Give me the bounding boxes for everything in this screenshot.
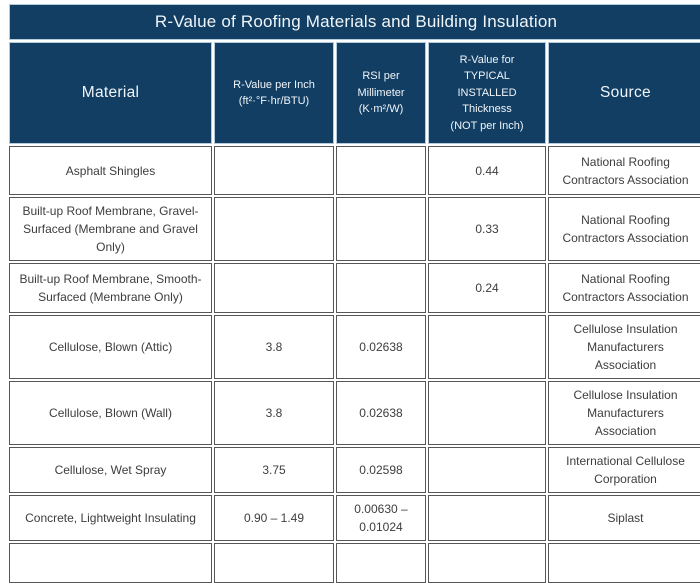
table-row: Cellulose, Wet Spray 3.75 0.02598 Intern…: [9, 447, 700, 493]
table-row: Cellulose, Blown (Attic) 3.8 0.02638 Cel…: [9, 315, 700, 379]
column-header-line: R-Value for: [459, 53, 515, 66]
cell-rsi-per-millimeter: 0.02598: [336, 447, 426, 493]
column-header-material: Material: [9, 42, 212, 144]
table-row: Concrete, Lightweight Insulating 0.90 – …: [9, 495, 700, 541]
column-header-line: INSTALLED: [457, 86, 517, 99]
cell-r-value-per-inch: 3.75: [214, 447, 334, 493]
cell-rsi-per-millimeter: 0.00630 – 0.01024: [336, 495, 426, 541]
cell-r-value-per-inch: [214, 146, 334, 195]
column-header-line: R-Value per Inch: [233, 78, 315, 91]
cell-rsi-per-millimeter: 0.02638: [336, 315, 426, 379]
column-header-rsi-per-millimeter: RSI per Millimeter (K·m²/W): [336, 42, 426, 144]
cell-r-value-per-inch: 3.8: [214, 315, 334, 379]
column-header-line: TYPICAL: [464, 70, 510, 83]
cell-material: Built-up Roof Membrane, Gravel-Surfaced …: [9, 197, 212, 261]
cell-r-value-typical: 0.33: [428, 197, 546, 261]
rvalue-table: R-Value of Roofing Materials and Buildin…: [7, 2, 700, 585]
cell-rsi-per-millimeter: 0.02638: [336, 381, 426, 445]
column-header-source-label: Source: [600, 84, 651, 101]
cell-r-value-typical: [428, 543, 546, 583]
cell-source: [548, 543, 700, 583]
cell-material: Built-up Roof Membrane, Smooth-Surfaced …: [9, 263, 212, 313]
cell-source: Cellulose Insulation Manufacturers Assoc…: [548, 315, 700, 379]
cell-r-value-per-inch: [214, 263, 334, 313]
column-header-line: (K·m²/W): [358, 103, 404, 116]
column-header-row: Material R-Value per Inch (ft²·°F·hr/BTU…: [9, 42, 700, 144]
cell-r-value-per-inch: [214, 543, 334, 583]
cell-rsi-per-millimeter: [336, 197, 426, 261]
table-row-partial: [9, 543, 700, 583]
column-header-line: (ft²·°F·hr/BTU): [238, 95, 310, 107]
cell-source: Cellulose Insulation Manufacturers Assoc…: [548, 381, 700, 445]
cell-material: Concrete, Lightweight Insulating: [9, 495, 212, 541]
column-header-r-value-typical: R-Value for TYPICAL INSTALLED Thickness …: [428, 42, 546, 144]
cell-r-value-per-inch: 3.8: [214, 381, 334, 445]
cell-source: International Cellulose Corporation: [548, 447, 700, 493]
column-header-line: Thickness: [462, 103, 512, 116]
cell-r-value-typical: [428, 447, 546, 493]
column-header-line: Millimeter: [357, 86, 405, 99]
cell-rsi-per-millimeter: [336, 263, 426, 313]
cell-r-value-typical: 0.44: [428, 146, 546, 195]
cell-source: National Roofing Contractors Association: [548, 197, 700, 261]
table-row: Built-up Roof Membrane, Smooth-Surfaced …: [9, 263, 700, 313]
cell-r-value-typical: 0.24: [428, 263, 546, 313]
cell-r-value-typical: [428, 495, 546, 541]
cell-r-value-per-inch: 0.90 – 1.49: [214, 495, 334, 541]
cell-r-value-typical: [428, 315, 546, 379]
cell-material: Cellulose, Blown (Wall): [9, 381, 212, 445]
cell-r-value-typical: [428, 381, 546, 445]
column-header-line: RSI per: [362, 70, 400, 83]
table-row: Asphalt Shingles 0.44 National Roofing C…: [9, 146, 700, 195]
page: { "title": "R-Value of Roofing Materials…: [9, 4, 700, 583]
cell-rsi-per-millimeter: [336, 543, 426, 583]
cell-material: Cellulose, Wet Spray: [9, 447, 212, 493]
cell-material: Cellulose, Blown (Attic): [9, 315, 212, 379]
table-title: R-Value of Roofing Materials and Buildin…: [9, 4, 700, 40]
cell-material: Asphalt Shingles: [9, 146, 212, 195]
cell-source: National Roofing Contractors Association: [548, 263, 700, 313]
title-row: R-Value of Roofing Materials and Buildin…: [9, 4, 700, 40]
column-header-source: Source: [548, 42, 700, 144]
column-header-line: (NOT per Inch): [450, 119, 524, 132]
column-header-material-label: Material: [81, 84, 140, 101]
cell-material: [9, 543, 212, 583]
table-row: Cellulose, Blown (Wall) 3.8 0.02638 Cell…: [9, 381, 700, 445]
table-row: Built-up Roof Membrane, Gravel-Surfaced …: [9, 197, 700, 261]
cell-rsi-per-millimeter: [336, 146, 426, 195]
cell-source: Siplast: [548, 495, 700, 541]
cell-source: National Roofing Contractors Association: [548, 146, 700, 195]
cell-r-value-per-inch: [214, 197, 334, 261]
column-header-r-value-per-inch: R-Value per Inch (ft²·°F·hr/BTU): [214, 42, 334, 144]
